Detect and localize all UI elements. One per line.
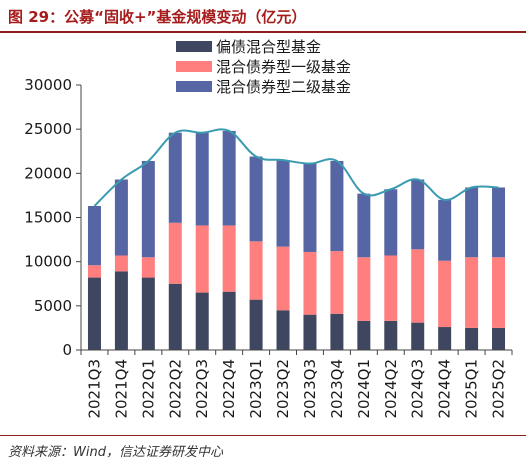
x-tick-label: 2025Q1 (463, 359, 481, 419)
bar-segment (384, 320, 398, 350)
legend-label-yiji: 混合债券型一级基金 (216, 58, 351, 76)
x-tick-label: 2024Q1 (355, 359, 373, 419)
bar-segment (438, 199, 452, 261)
x-tick-label: 2023Q1 (247, 359, 265, 419)
bar-segment (330, 313, 344, 350)
bar-segment (357, 193, 371, 258)
total-trend-line (93, 128, 499, 207)
bar-segment (438, 260, 452, 328)
y-tick-label: 0 (62, 341, 72, 359)
legend-swatch-yiji (176, 61, 212, 72)
x-tick-label: 2022Q4 (220, 359, 238, 419)
bar-segment (465, 187, 479, 258)
y-tick-label: 20000 (24, 164, 72, 182)
x-tick-label: 2023Q4 (328, 359, 346, 419)
bar-segment (276, 160, 290, 247)
bar-segment (168, 283, 182, 350)
legend-swatch-erji (176, 81, 212, 92)
bar-segment (330, 160, 344, 252)
bar-segment (87, 206, 101, 266)
bar-segment (492, 187, 506, 258)
x-tick-label: 2023Q3 (301, 359, 319, 419)
bar-segment (249, 241, 263, 300)
bar-segment (141, 277, 155, 350)
footer-divider (0, 435, 526, 436)
bar-segment (357, 257, 371, 321)
x-tick-label: 2022Q2 (166, 359, 184, 419)
legend: 偏债混合型基金 混合债券型一级基金 混合债券型二级基金 (176, 38, 351, 96)
y-tick-label: 30000 (24, 76, 72, 94)
bar-segment (222, 291, 236, 350)
bar-segment (222, 225, 236, 292)
total-line-path (93, 128, 499, 207)
stacked-bar-chart: 偏债混合型基金 混合债券型一级基金 混合债券型二级基金 0 5000 10000 15… (24, 38, 513, 419)
bar-segment (114, 255, 128, 272)
bar-segment (357, 320, 371, 350)
x-tick-label: 2021Q4 (112, 359, 130, 419)
bar-segment (87, 265, 101, 278)
bar-segment (384, 255, 398, 321)
y-axis: 0 5000 10000 15000 20000 25000 30000 (24, 76, 82, 359)
bar-segment (303, 251, 317, 315)
title-bar: 图 29：公募“固收+”基金规模变动（亿元） (4, 4, 522, 28)
bar-segment (330, 251, 344, 314)
bar-segment (141, 257, 155, 278)
x-tick-label: 2025Q2 (490, 359, 508, 419)
bar-segment (249, 299, 263, 350)
bar-segment (411, 179, 425, 250)
bar-segment (276, 310, 290, 350)
legend-label-pianzhai: 偏债混合型基金 (216, 38, 321, 56)
bars (87, 130, 506, 350)
bar-segment (168, 222, 182, 284)
legend-label-erji: 混合债券型二级基金 (216, 78, 351, 96)
x-tick-label: 2021Q3 (85, 359, 103, 419)
bar-segment (276, 246, 290, 311)
y-tick-label: 15000 (24, 209, 72, 227)
bar-segment (195, 225, 209, 293)
y-tick-label: 25000 (24, 120, 72, 138)
x-tick-label: 2023Q2 (274, 359, 292, 419)
title-divider (0, 31, 526, 33)
bar-segment (141, 160, 155, 258)
bar-segment (249, 156, 263, 242)
legend-swatch-pianzhai (176, 41, 212, 52)
x-tick-label: 2024Q2 (382, 359, 400, 419)
bar-segment (114, 271, 128, 350)
bar-segment (195, 132, 209, 226)
bar-segment (492, 327, 506, 350)
y-tick-label: 5000 (34, 297, 72, 315)
bar-segment (492, 257, 506, 328)
bar-segment (411, 249, 425, 323)
bar-segment (411, 322, 425, 350)
x-tick-label: 2022Q3 (193, 359, 211, 419)
bar-segment (465, 327, 479, 350)
x-tick-label: 2024Q4 (436, 359, 454, 419)
bar-segment (114, 179, 128, 256)
bar-segment (438, 327, 452, 350)
y-tick-label: 10000 (24, 253, 72, 271)
bar-segment (168, 132, 182, 223)
bar-segment (465, 257, 479, 328)
bar-segment (87, 277, 101, 350)
bar-segment (303, 163, 317, 252)
bar-segment (195, 292, 209, 350)
figure-title: 图 29：公募“固收+”基金规模变动（亿元） (8, 8, 307, 26)
x-tick-label: 2022Q1 (139, 359, 157, 419)
x-axis: 2021Q3 2021Q4 2022Q1 2022Q2 2022Q3 2022Q4 2023… (80, 349, 513, 419)
bar-segment (384, 189, 398, 256)
source-note: 资料来源：Wind，信达证券研发中心 (8, 445, 223, 460)
x-tick-label: 2024Q3 (409, 359, 427, 419)
bar-segment (303, 314, 317, 350)
bar-segment (222, 130, 236, 226)
